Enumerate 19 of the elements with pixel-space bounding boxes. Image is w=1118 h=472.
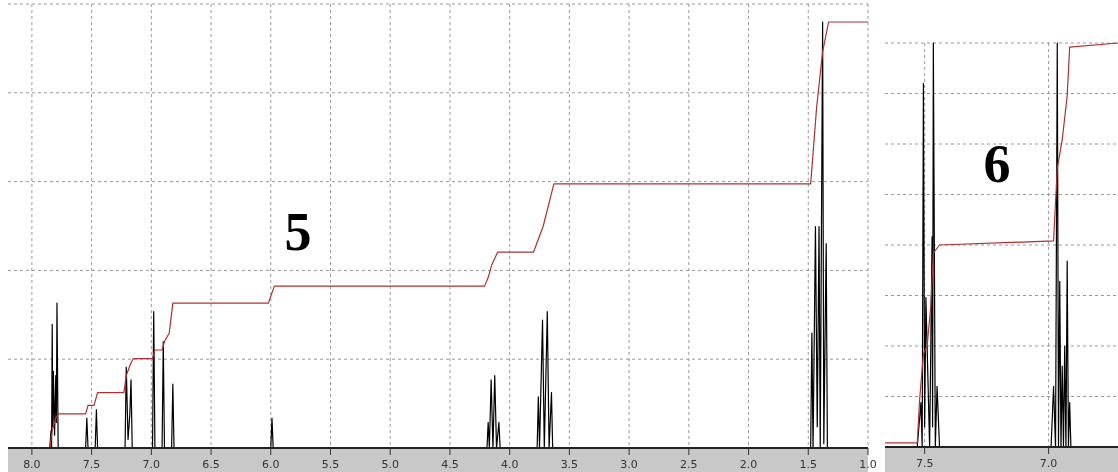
x-tick-label: 7.5 <box>915 457 934 470</box>
x-tick-label: 6.5 <box>202 458 220 471</box>
x-tick-label: 4.5 <box>441 458 459 471</box>
x-tick-label: 4.0 <box>500 458 519 471</box>
x-tick-label: 2.0 <box>739 458 758 471</box>
x-tick-label: 2.5 <box>680 458 698 471</box>
x-tick-label: 5.0 <box>381 458 399 471</box>
x-tick-label: 1.0 <box>859 458 877 471</box>
x-tick-label: 5.5 <box>321 458 340 471</box>
x-tick-label: 6.0 <box>262 458 280 471</box>
x-tick-label: 7.0 <box>142 458 161 471</box>
text: 6 <box>983 134 1011 194</box>
x-tick-label: 3.5 <box>560 458 579 471</box>
x-tick-label: 3.0 <box>620 458 638 471</box>
x-tick-label: 8.0 <box>23 458 41 471</box>
text: 5 <box>284 202 312 262</box>
x-tick-label: 7.0 <box>1039 457 1058 470</box>
x-tick-label: 7.5 <box>82 458 101 471</box>
x-tick-label: 1.5 <box>799 458 818 471</box>
